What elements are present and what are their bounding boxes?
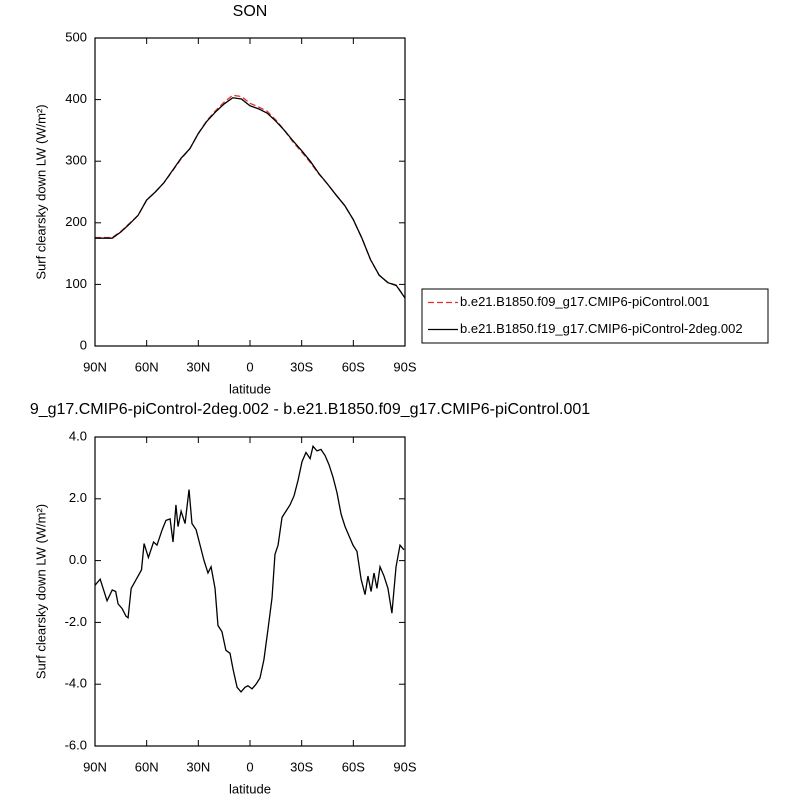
x-tick-label: 60N bbox=[135, 759, 159, 774]
x-tick-label: 90N bbox=[83, 359, 107, 374]
y-tick-label: -4.0 bbox=[65, 676, 87, 691]
x-tick-label: 60S bbox=[342, 759, 365, 774]
y-tick-label: 400 bbox=[65, 91, 87, 106]
y-tick-label: 0.0 bbox=[69, 552, 87, 567]
legend-label: b.e21.B1850.f19_g17.CMIP6-piControl-2deg… bbox=[460, 321, 743, 336]
y-tick-label: -6.0 bbox=[65, 737, 87, 752]
y-tick-label: 300 bbox=[65, 153, 87, 168]
plot-frame bbox=[94, 37, 406, 347]
legend-label: b.e21.B1850.f09_g17.CMIP6-piControl.001 bbox=[460, 294, 709, 309]
y-tick-label: 0 bbox=[80, 337, 87, 352]
x-tick-label: 0 bbox=[246, 359, 253, 374]
data-line bbox=[95, 97, 406, 299]
y-tick-label: 2.0 bbox=[69, 490, 87, 505]
x-tick-label: 30N bbox=[186, 359, 210, 374]
x-axis-label: latitude bbox=[229, 381, 271, 396]
y-tick-label: -2.0 bbox=[65, 614, 87, 629]
x-tick-label: 90S bbox=[393, 359, 416, 374]
x-tick-label: 60N bbox=[135, 359, 159, 374]
x-axis-label: latitude bbox=[229, 781, 271, 796]
plot-frame bbox=[94, 436, 406, 747]
y-tick-label: 100 bbox=[65, 276, 87, 291]
y-axis-label: Surf clearsky down LW (W/m²) bbox=[33, 504, 48, 679]
y-tick-label: 200 bbox=[65, 214, 87, 229]
y-tick-label: 500 bbox=[65, 29, 87, 44]
data-line bbox=[95, 94, 406, 299]
x-tick-label: 90S bbox=[393, 759, 416, 774]
y-axis-label: Surf clearsky down LW (W/m²) bbox=[33, 104, 48, 279]
x-tick-label: 30N bbox=[186, 759, 210, 774]
chart-title: SON bbox=[233, 3, 268, 20]
legend-box bbox=[421, 288, 769, 344]
x-tick-label: 30S bbox=[290, 359, 313, 374]
x-tick-label: 0 bbox=[246, 759, 253, 774]
x-tick-label: 30S bbox=[290, 759, 313, 774]
data-line bbox=[94, 444, 405, 693]
chart-title: 9_g17.CMIP6-piControl-2deg.002 - b.e21.B… bbox=[30, 401, 590, 418]
x-tick-label: 60S bbox=[342, 359, 365, 374]
y-tick-label: 4.0 bbox=[69, 428, 87, 443]
x-tick-label: 90N bbox=[83, 759, 107, 774]
